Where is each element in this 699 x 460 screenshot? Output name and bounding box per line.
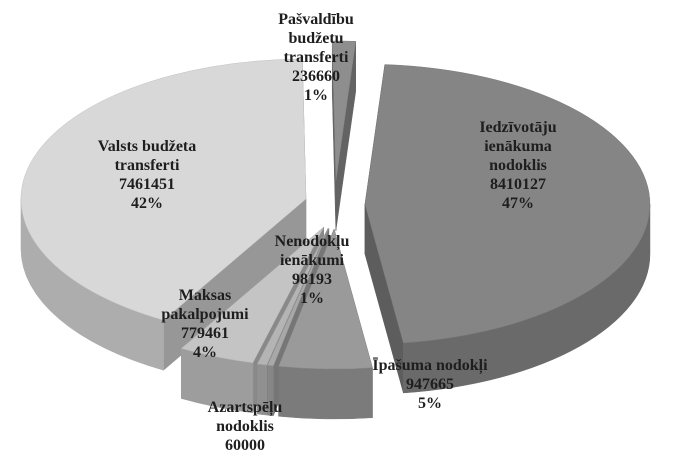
slice (331, 40, 357, 182)
slice (180, 227, 324, 364)
slice (267, 228, 330, 367)
label-value: 8410127 (490, 176, 546, 193)
label-percent: 1% (300, 290, 324, 307)
slice-label: Pašvaldību budžetu transferti 236660 1% (261, 10, 371, 105)
label-name: Iedzīvotāju ienākuma nodoklis (479, 119, 557, 174)
label-value: 98193 (292, 271, 332, 288)
slice-label: Maksas pakalpojumi 779461 4% (145, 286, 265, 362)
slice (278, 228, 373, 370)
slice-label: Valsts budžeta transferti 7461451 42% (72, 137, 222, 213)
label-percent: 5% (418, 395, 442, 412)
label-value: 60000 (225, 437, 265, 454)
slice (256, 228, 329, 366)
label-name: Azartspēļu nodoklis (207, 399, 283, 435)
label-value: 236660 (292, 68, 340, 85)
label-name: Īpašuma nodokļi (372, 357, 488, 374)
slice (20, 58, 307, 321)
label-percent: 1% (304, 87, 328, 104)
slice-label: Nenodokļu ienākumi 98193 1% (257, 232, 367, 308)
label-value: 7461451 (119, 176, 175, 193)
label-value: 779461 (181, 325, 229, 342)
label-value: 947665 (406, 376, 454, 393)
slice (364, 64, 651, 344)
label-name: Nenodokļu ienākumi (274, 233, 350, 269)
label-name: Pašvaldību budžetu transferti (278, 11, 354, 66)
label-percent: 47% (502, 195, 534, 212)
label-name: Valsts budžeta transferti (97, 138, 197, 174)
slice-label: Īpašuma nodokļi 947665 5% (345, 356, 515, 413)
label-percent: 4% (193, 344, 217, 361)
slice-label: Azartspēļu nodoklis 60000 (200, 398, 290, 455)
label-percent: 42% (131, 195, 163, 212)
label-name: Maksas pakalpojumi (161, 287, 249, 323)
slice-label: Iedzīvotāju ienākuma nodoklis 8410127 47% (458, 118, 578, 213)
